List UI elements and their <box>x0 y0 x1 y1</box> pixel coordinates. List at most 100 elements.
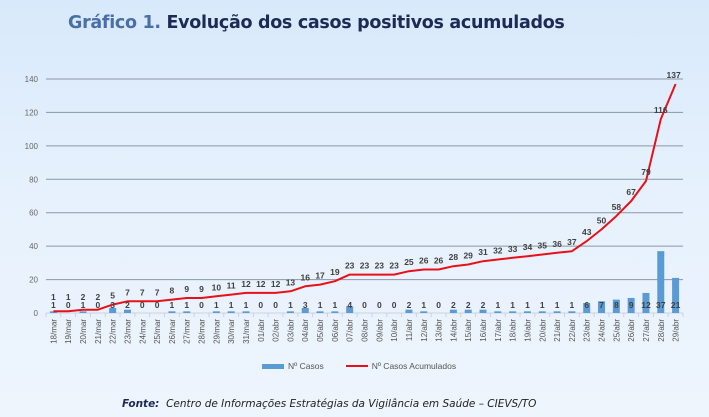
bar <box>316 311 324 313</box>
bar-value-label: 0 <box>140 300 145 310</box>
cumulative-value-label: 7 <box>125 287 130 297</box>
bar <box>583 302 591 313</box>
bar-value-label: 1 <box>525 300 530 310</box>
bar <box>79 311 87 313</box>
cumulative-value-label: 23 <box>360 261 370 271</box>
bar <box>301 307 309 313</box>
bar <box>109 307 117 313</box>
bar-value-label: 0 <box>377 300 382 310</box>
bar-value-label: 0 <box>273 300 278 310</box>
chart-title: Gráfico 1. Evolução dos casos positivos … <box>68 13 565 33</box>
bar-value-label: 3 <box>110 300 115 310</box>
bar <box>420 311 428 313</box>
bar <box>553 311 561 313</box>
y-tick-label: 0 <box>34 309 39 318</box>
bar-value-label: 1 <box>540 300 545 310</box>
y-tick-label: 60 <box>29 209 38 218</box>
cumulative-value-label: 19 <box>330 267 340 277</box>
cumulative-value-label: 34 <box>523 242 533 252</box>
bar-value-label: 1 <box>421 300 426 310</box>
bar <box>523 311 531 313</box>
cumulative-value-label: 9 <box>199 284 204 294</box>
cumulative-value-label: 10 <box>212 282 222 292</box>
bar <box>331 311 339 313</box>
chart-title-text: Evolução dos casos positivos acumulados <box>166 13 565 33</box>
x-tick-label: 20/mar <box>79 319 88 344</box>
bar-value-label: 1 <box>318 300 323 310</box>
bar-value-label: 1 <box>184 300 189 310</box>
bar <box>227 311 235 313</box>
x-tick-label: 31/mar <box>242 319 251 344</box>
bar-value-label: 1 <box>510 300 515 310</box>
x-tick-label: 26/mar <box>168 319 177 344</box>
cumulative-value-label: 8 <box>170 286 175 296</box>
x-tick-label: 24/abr <box>598 319 607 342</box>
bar <box>642 292 650 313</box>
x-tick-label: 10/abr <box>390 319 399 342</box>
x-tick-label: 19/abr <box>523 319 532 342</box>
cumulative-value-label: 23 <box>345 261 355 271</box>
cumulative-value-label: 25 <box>404 257 414 267</box>
bar <box>627 297 635 313</box>
x-tick-label: 11/abr <box>405 319 414 341</box>
cumulative-value-label: 12 <box>256 279 266 289</box>
cumulative-value-label: 32 <box>493 246 503 256</box>
bar-value-label: 1 <box>51 300 56 310</box>
bar <box>168 311 176 313</box>
y-tick-label: 120 <box>25 108 39 117</box>
source-label: Fonte: <box>122 398 160 410</box>
bar-value-label: 2 <box>451 300 456 310</box>
bar <box>657 251 665 313</box>
bar <box>123 309 131 313</box>
bar-value-label: 1 <box>214 300 219 310</box>
cumulative-value-label: 29 <box>463 251 473 261</box>
cumulative-value-label: 12 <box>271 279 281 289</box>
cumulative-value-label: 9 <box>184 284 189 294</box>
x-tick-label: 08/abr <box>361 319 370 342</box>
cumulative-value-label: 50 <box>597 215 607 225</box>
bar-value-label: 4 <box>347 300 352 310</box>
cumulative-value-label: 35 <box>538 241 548 251</box>
x-tick-label: 28/mar <box>198 319 207 344</box>
x-tick-label: 20/abr <box>538 319 547 342</box>
cumulative-value-label: 23 <box>389 261 399 271</box>
x-tick-label: 13/abr <box>435 319 444 342</box>
cumulative-value-label: 26 <box>434 256 444 266</box>
cumulative-value-label: 13 <box>286 277 296 287</box>
x-tick-label: 28/abr <box>657 319 666 342</box>
bar <box>598 301 606 313</box>
x-tick-label: 29/abr <box>672 319 681 342</box>
cumulative-value-label: 7 <box>155 287 160 297</box>
legend-line-label: Nº Casos Acumulados <box>371 361 457 371</box>
cumulative-value-label: 116 <box>654 105 668 115</box>
x-tick-label: 01/abr <box>257 319 266 342</box>
x-tick-label: 06/abr <box>331 319 340 342</box>
cumulative-value-label: 36 <box>552 239 562 249</box>
y-tick-label: 40 <box>29 242 38 251</box>
cumulative-value-label: 12 <box>241 279 251 289</box>
bar-value-label: 9 <box>629 300 634 310</box>
x-tick-label: 14/abr <box>449 319 458 342</box>
x-tick-label: 23/mar <box>123 319 132 344</box>
bar-value-label: 0 <box>258 300 263 310</box>
cumulative-value-label: 31 <box>478 247 488 257</box>
bar <box>183 311 191 313</box>
bar <box>286 311 294 313</box>
bar-value-label: 0 <box>95 300 100 310</box>
bar-value-label: 2 <box>481 300 486 310</box>
x-tick-label: 27/abr <box>642 319 651 342</box>
legend-bar-swatch <box>262 363 284 369</box>
chart-legend: Nº Casos Nº Casos Acumulados <box>262 361 456 371</box>
bar <box>509 311 517 313</box>
bar-value-label: 1 <box>555 300 560 310</box>
bar-value-label: 0 <box>392 300 397 310</box>
x-tick-label: 18/abr <box>509 319 518 342</box>
bar-value-label: 2 <box>125 300 130 310</box>
cumulative-value-label: 1 <box>66 292 71 302</box>
x-tick-label: 22/mar <box>109 319 118 344</box>
bar <box>568 311 576 313</box>
x-tick-label: 26/abr <box>627 319 636 342</box>
x-tick-label: 15/abr <box>464 319 473 342</box>
legend-bar-label: Nº Casos <box>288 361 324 371</box>
bar <box>479 309 487 313</box>
